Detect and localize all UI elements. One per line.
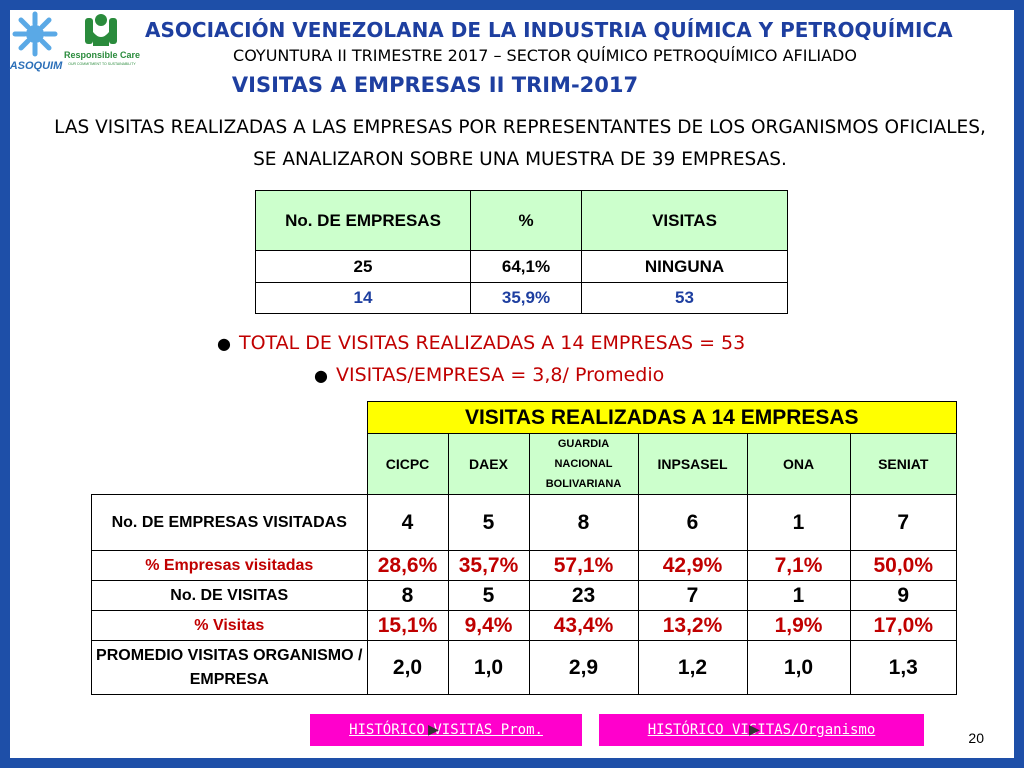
table-cell: 1 [746,494,851,551]
table-row: % Empresas visitadas 28,6% 35,7% 57,1% 4… [91,550,957,581]
play-arrow-icon: ▶ [428,719,439,740]
link-label: HISTÓRICO VISITAS Prom. [349,722,543,738]
bullet-dot-icon: ● [314,366,328,385]
bullet-total-visits: ● TOTAL DE VISITAS REALIZADAS A 14 EMPRES… [217,332,745,354]
table-cell: 1,9% [746,610,851,641]
summary-header-row: No. DE EMPRESAS % VISITAS [255,190,788,251]
summary-table: No. DE EMPRESAS % VISITAS 25 64,1% NINGU… [255,190,788,314]
historico-visitas-prom-link[interactable]: HISTÓRICO VISITAS Prom. ▶ [310,714,582,746]
table-cell: 23 [528,580,639,611]
visits-column-row: CICPC DAEX GUARDIA NACIONAL BOLIVARIANA … [92,433,957,495]
summary-header-cell: No. DE EMPRESAS [255,190,471,251]
historico-visitas-organismo-link[interactable]: HISTÓRICO VISITAS/Organismo ▶ [599,714,924,746]
table-cell: 43,4% [528,610,639,641]
row-label: No. DE EMPRESAS VISITADAS [91,494,368,551]
asoquim-star-icon [12,11,58,57]
bullet-text: TOTAL DE VISITAS REALIZADAS A 14 EMPRESA… [238,332,746,354]
table-cell: 35,7% [447,550,530,581]
table-cell: 4 [366,494,449,551]
link-label: HISTÓRICO VISITAS/Organismo [647,722,876,738]
table-cell: 1,0 [746,640,851,695]
visits-table-title: VISITAS REALIZADAS A 14 EMPRESAS [366,401,957,434]
table-cell: 42,9% [637,550,748,581]
table-cell: 7 [637,580,748,611]
asoquim-wordmark: ASOQUIM [9,60,63,72]
table-cell: 15,1% [366,610,449,641]
table-cell: 5 [447,494,530,551]
empty-corner [92,434,368,495]
column-header: CICPC [366,433,449,495]
table-row: No. DE EMPRESAS VISITADAS 4 5 8 6 1 7 [91,494,957,551]
summary-row: 25 64,1% NINGUNA [255,250,788,283]
summary-cell: 64,1% [470,250,582,283]
table-cell: 5 [447,580,530,611]
table-cell: 17,0% [849,610,957,641]
table-cell: 8 [528,494,639,551]
column-header: GUARDIA NACIONAL BOLIVARIANA [528,433,639,495]
table-cell: 13,2% [637,610,748,641]
column-header: ONA [746,433,851,495]
table-cell: 1 [746,580,851,611]
responsible-care-tagline: OUR COMMITMENT TO SUSTAINABILITY [68,62,136,66]
responsible-care-wordmark: Responsible Care [63,50,141,60]
asoquim-logo: ASOQUIM [6,10,64,72]
column-header: SENIAT [849,433,957,495]
summary-cell: 25 [255,250,471,283]
column-header: INPSASEL [637,433,748,495]
row-label: % Visitas [91,610,368,641]
table-cell: 50,0% [849,550,957,581]
row-label: PROMEDIO VISITAS ORGANISMO / EMPRESA [91,640,368,695]
visits-title-row: VISITAS REALIZADAS A 14 EMPRESAS [92,401,957,434]
row-label: No. DE VISITAS [91,580,368,611]
page-number: 20 [968,730,984,746]
table-cell: 1,2 [637,640,748,695]
responsible-care-hands-icon [85,14,117,46]
table-cell: 2,0 [366,640,449,695]
table-cell: 1,3 [849,640,957,695]
table-cell: 57,1% [528,550,639,581]
summary-header-cell: % [470,190,582,251]
table-cell: 8 [366,580,449,611]
report-subtitle: COYUNTURA II TRIMESTRE 2017 – SECTOR QUÍ… [233,46,857,65]
table-cell: 28,6% [366,550,449,581]
summary-cell: NINGUNA [581,250,788,283]
table-cell: 7,1% [746,550,851,581]
table-row: % Visitas 15,1% 9,4% 43,4% 13,2% 1,9% 17… [91,610,957,641]
bullet-text: VISITAS/EMPRESA = 3,8/ Promedio [335,364,665,386]
table-cell: 9 [849,580,957,611]
bullet-visits-per-company: ● VISITAS/EMPRESA = 3,8/ Promedio [314,364,664,386]
summary-cell: 14 [255,282,471,314]
table-cell: 6 [637,494,748,551]
table-row: No. DE VISITAS 8 5 23 7 1 9 [91,580,957,611]
table-row: PROMEDIO VISITAS ORGANISMO / EMPRESA 2,0… [91,640,957,695]
summary-header-cell: VISITAS [581,190,788,251]
play-arrow-icon: ▶ [749,719,760,740]
bullet-dot-icon: ● [217,334,231,353]
summary-row: 14 35,9% 53 [255,282,788,314]
empty-corner [92,402,368,434]
summary-cell: 53 [581,282,788,314]
intro-paragraph: LAS VISITAS REALIZADAS A LAS EMPRESAS PO… [54,117,986,170]
org-title: ASOCIACIÓN VENEZOLANA DE LA INDUSTRIA QU… [145,18,953,42]
table-cell: 9,4% [447,610,530,641]
summary-cell: 35,9% [470,282,582,314]
row-label: % Empresas visitadas [91,550,368,581]
table-cell: 1,0 [447,640,530,695]
responsible-care-logo: Responsible Care OUR COMMITMENT TO SUSTA… [62,12,140,74]
table-cell: 7 [849,494,957,551]
visits-table: VISITAS REALIZADAS A 14 EMPRESAS CICPC D… [91,401,957,695]
column-header: DAEX [447,433,530,495]
table-cell: 2,9 [528,640,639,695]
section-title: VISITAS A EMPRESAS II TRIM-2017 [231,73,639,97]
